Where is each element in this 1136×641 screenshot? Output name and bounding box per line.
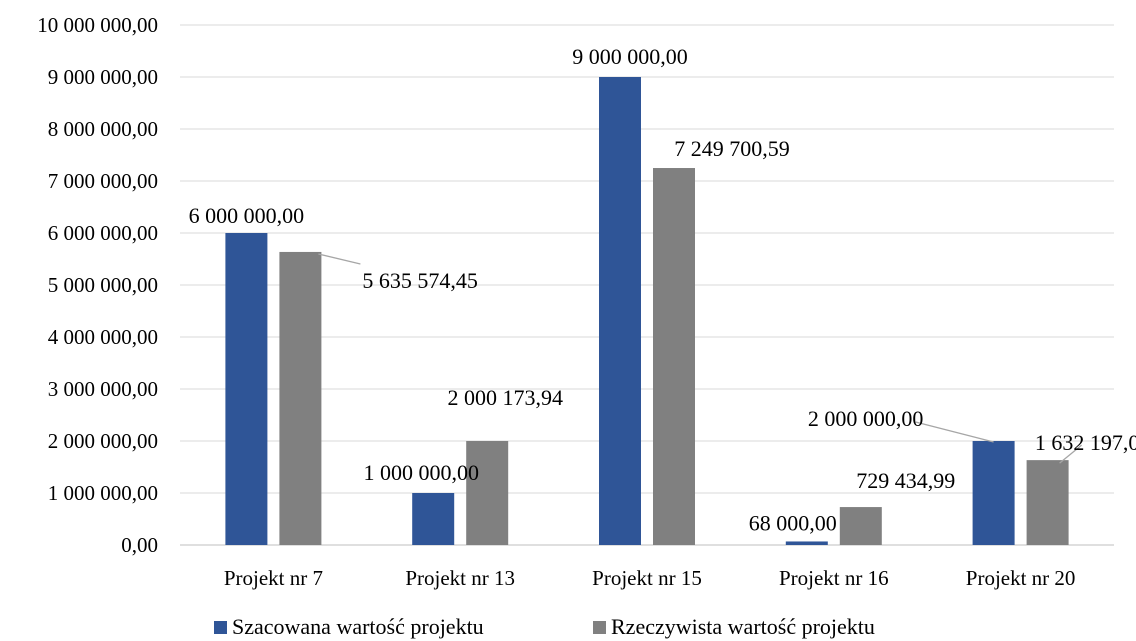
x-category-label: Projekt nr 16 [779, 566, 889, 590]
y-axis-tick-labels: 0,00 1 000 000,00 2 000 000,00 3 000 000,00… [37, 13, 158, 557]
data-label-actual: 729 434,99 [856, 468, 955, 493]
bar-estimated [599, 77, 641, 545]
legend-label-estimated: Szacowana wartość projektu [232, 614, 484, 639]
data-label-estimated: 68 000,00 [749, 510, 837, 535]
grid-lines [180, 24, 1114, 546]
x-category-label: Projekt nr 13 [405, 566, 515, 590]
y-tick-label: 9 000 000,00 [48, 65, 158, 89]
data-label-estimated: 1 000 000,00 [363, 460, 479, 485]
x-axis-category-labels: Projekt nr 7 Projekt nr 13 Projekt nr 15 Pr… [224, 566, 1076, 590]
y-tick-label: 1 000 000,00 [48, 481, 158, 505]
data-label-actual: 2 000 173,94 [447, 385, 563, 410]
y-tick-label: 5 000 000,00 [48, 273, 158, 297]
bar-actual [839, 507, 882, 545]
y-tick-label: 10 000 000,00 [37, 13, 158, 37]
bar-actual [1026, 460, 1069, 545]
y-tick-label: 7 000 000,00 [48, 169, 158, 193]
x-category-label: Projekt nr 20 [966, 566, 1076, 590]
y-tick-label: 4 000 000,00 [48, 325, 158, 349]
y-tick-label: 2 000 000,00 [48, 429, 158, 453]
label-leader-lines [318, 253, 1083, 464]
label-leader-line [1059, 444, 1083, 464]
data-label-estimated: 2 000 000,00 [808, 406, 924, 431]
bar-estimated [972, 441, 1015, 545]
data-label-actual: 5 635 574,45 [362, 268, 478, 293]
data-label-estimated: 9 000 000,00 [572, 44, 688, 69]
bar-estimated [785, 541, 828, 545]
x-category-label: Projekt nr 15 [592, 566, 702, 590]
legend-item-estimated: Szacowana wartość projektu [214, 614, 484, 640]
label-leader-line [318, 253, 361, 265]
bar-actual [279, 251, 322, 545]
bar-estimated [225, 233, 268, 545]
data-label-actual: 1 632 197,00 [1035, 430, 1136, 455]
bars [225, 77, 1069, 545]
legend-item-actual: Rzeczywista wartość projektu [593, 614, 875, 640]
legend: Szacowana wartość projektu Rzeczywista w… [0, 614, 1136, 641]
bar-chart: 0,00 1 000 000,00 2 000 000,00 3 000 000,00… [37, 13, 1136, 590]
bar-actual [653, 168, 695, 545]
x-category-label: Projekt nr 7 [224, 566, 323, 590]
legend-swatch-estimated [214, 620, 227, 634]
y-tick-label: 6 000 000,00 [48, 221, 158, 245]
y-tick-label: 3 000 000,00 [48, 377, 158, 401]
legend-swatch-actual [593, 620, 606, 634]
y-tick-label: 0,00 [121, 533, 158, 557]
legend-label-actual: Rzeczywista wartość projektu [611, 614, 875, 639]
y-tick-label: 8 000 000,00 [48, 117, 158, 141]
data-label-estimated: 6 000 000,00 [189, 203, 305, 228]
label-leader-line [915, 421, 994, 443]
bar-actual [466, 440, 509, 545]
data-label-actual: 7 249 700,59 [674, 136, 790, 161]
data-labels: 6 000 000,00 5 635 574,45 1 000 000,00 2 00… [189, 44, 1136, 535]
bar-estimated [412, 493, 455, 545]
